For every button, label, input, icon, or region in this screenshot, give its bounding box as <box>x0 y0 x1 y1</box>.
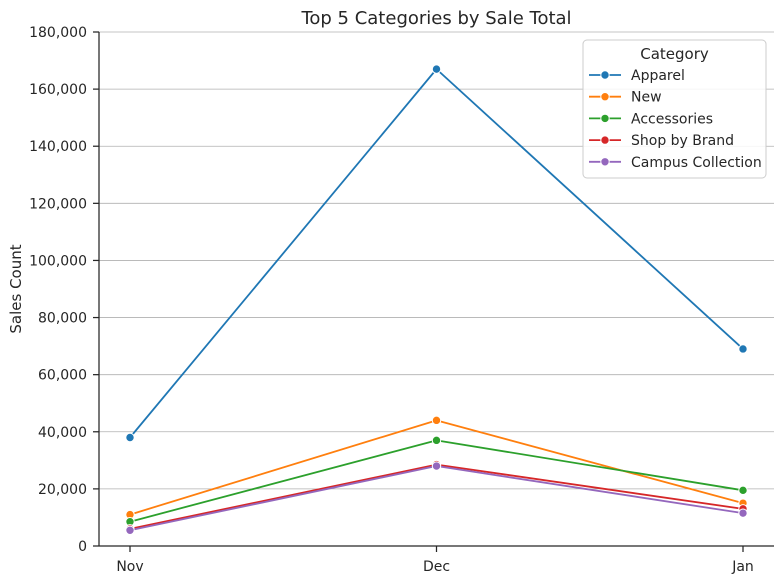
legend-item: Accessories <box>589 111 713 127</box>
legend-items: Apparel New Accessories Shop by Brand Campus… <box>589 68 762 171</box>
y-axis-ticks: 0 20,000 40,000 60,000 80,000 100,000 120,000 1… <box>29 25 99 555</box>
data-point <box>125 432 135 443</box>
legend-marker <box>600 113 610 124</box>
legend-marker <box>600 92 610 102</box>
series-accessories <box>125 435 748 527</box>
y-tick-label: 0 <box>78 539 87 555</box>
y-tick-label: 180,000 <box>29 25 87 41</box>
y-tick-label: 140,000 <box>29 139 87 155</box>
data-point <box>738 344 748 354</box>
data-point <box>738 485 748 496</box>
data-point <box>431 435 442 446</box>
legend: Category Apparel New Accessories Shop by Br… <box>582 39 767 179</box>
data-point <box>738 508 748 518</box>
legend-item: Campus Collection <box>589 155 762 171</box>
legend-item: New <box>589 90 662 106</box>
legend-label: New <box>631 90 662 106</box>
series-apparel <box>125 64 748 443</box>
data-point <box>431 64 442 74</box>
series-lines <box>125 64 748 535</box>
y-tick-label: 120,000 <box>29 196 87 212</box>
data-point <box>431 461 442 471</box>
y-tick-label: 20,000 <box>38 482 87 498</box>
legend-box <box>582 39 767 179</box>
legend-label: Accessories <box>631 111 713 127</box>
legend-label: Campus Collection <box>631 155 762 171</box>
y-tick-label: 100,000 <box>29 253 87 269</box>
x-axis-ticks: Nov Dec Jan <box>116 546 754 575</box>
gridlines <box>99 31 774 490</box>
legend-marker <box>600 157 610 167</box>
x-tick-label: Nov <box>116 559 143 575</box>
data-point <box>125 525 135 535</box>
data-point <box>431 415 442 426</box>
series-campus-collection <box>125 461 748 535</box>
legend-item: Apparel <box>589 68 685 84</box>
legend-label: Shop by Brand <box>631 133 734 149</box>
chart-title: Top 5 Categories by Sale Total <box>300 8 571 29</box>
series-shop-by-brand <box>125 459 748 534</box>
x-tick-label: Jan <box>731 559 754 575</box>
y-tick-label: 160,000 <box>29 82 87 98</box>
legend-label: Apparel <box>631 68 685 84</box>
legend-marker <box>600 135 610 145</box>
x-tick-label: Dec <box>423 559 450 575</box>
legend-item: Shop by Brand <box>589 133 734 149</box>
y-tick-label: 80,000 <box>38 311 87 327</box>
y-axis-label: Sales Count <box>7 244 25 333</box>
legend-marker <box>600 70 610 80</box>
y-tick-label: 60,000 <box>38 368 87 384</box>
legend-title: Category <box>640 45 709 63</box>
y-tick-label: 40,000 <box>38 425 87 441</box>
